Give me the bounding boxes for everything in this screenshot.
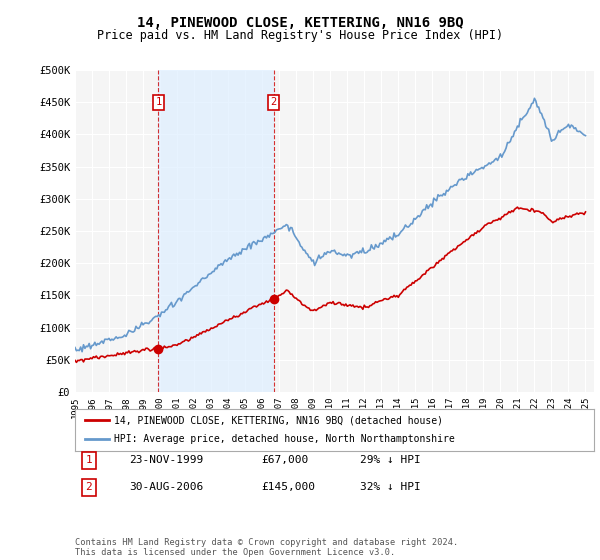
Text: 14, PINEWOOD CLOSE, KETTERING, NN16 9BQ: 14, PINEWOOD CLOSE, KETTERING, NN16 9BQ	[137, 16, 463, 30]
Text: £145,000: £145,000	[261, 482, 315, 492]
Text: 2: 2	[271, 97, 277, 107]
Text: 32% ↓ HPI: 32% ↓ HPI	[360, 482, 421, 492]
Text: Contains HM Land Registry data © Crown copyright and database right 2024.
This d: Contains HM Land Registry data © Crown c…	[75, 538, 458, 557]
Text: Price paid vs. HM Land Registry's House Price Index (HPI): Price paid vs. HM Land Registry's House …	[97, 29, 503, 42]
Text: 30-AUG-2006: 30-AUG-2006	[129, 482, 203, 492]
Text: £67,000: £67,000	[261, 455, 308, 465]
Text: 29% ↓ HPI: 29% ↓ HPI	[360, 455, 421, 465]
Text: 2: 2	[85, 482, 92, 492]
Text: 1: 1	[85, 455, 92, 465]
Text: 1: 1	[155, 97, 161, 107]
Text: HPI: Average price, detached house, North Northamptonshire: HPI: Average price, detached house, Nort…	[114, 435, 455, 445]
Text: 14, PINEWOOD CLOSE, KETTERING, NN16 9BQ (detached house): 14, PINEWOOD CLOSE, KETTERING, NN16 9BQ …	[114, 415, 443, 425]
Text: 23-NOV-1999: 23-NOV-1999	[129, 455, 203, 465]
Bar	[158, 70, 274, 392]
